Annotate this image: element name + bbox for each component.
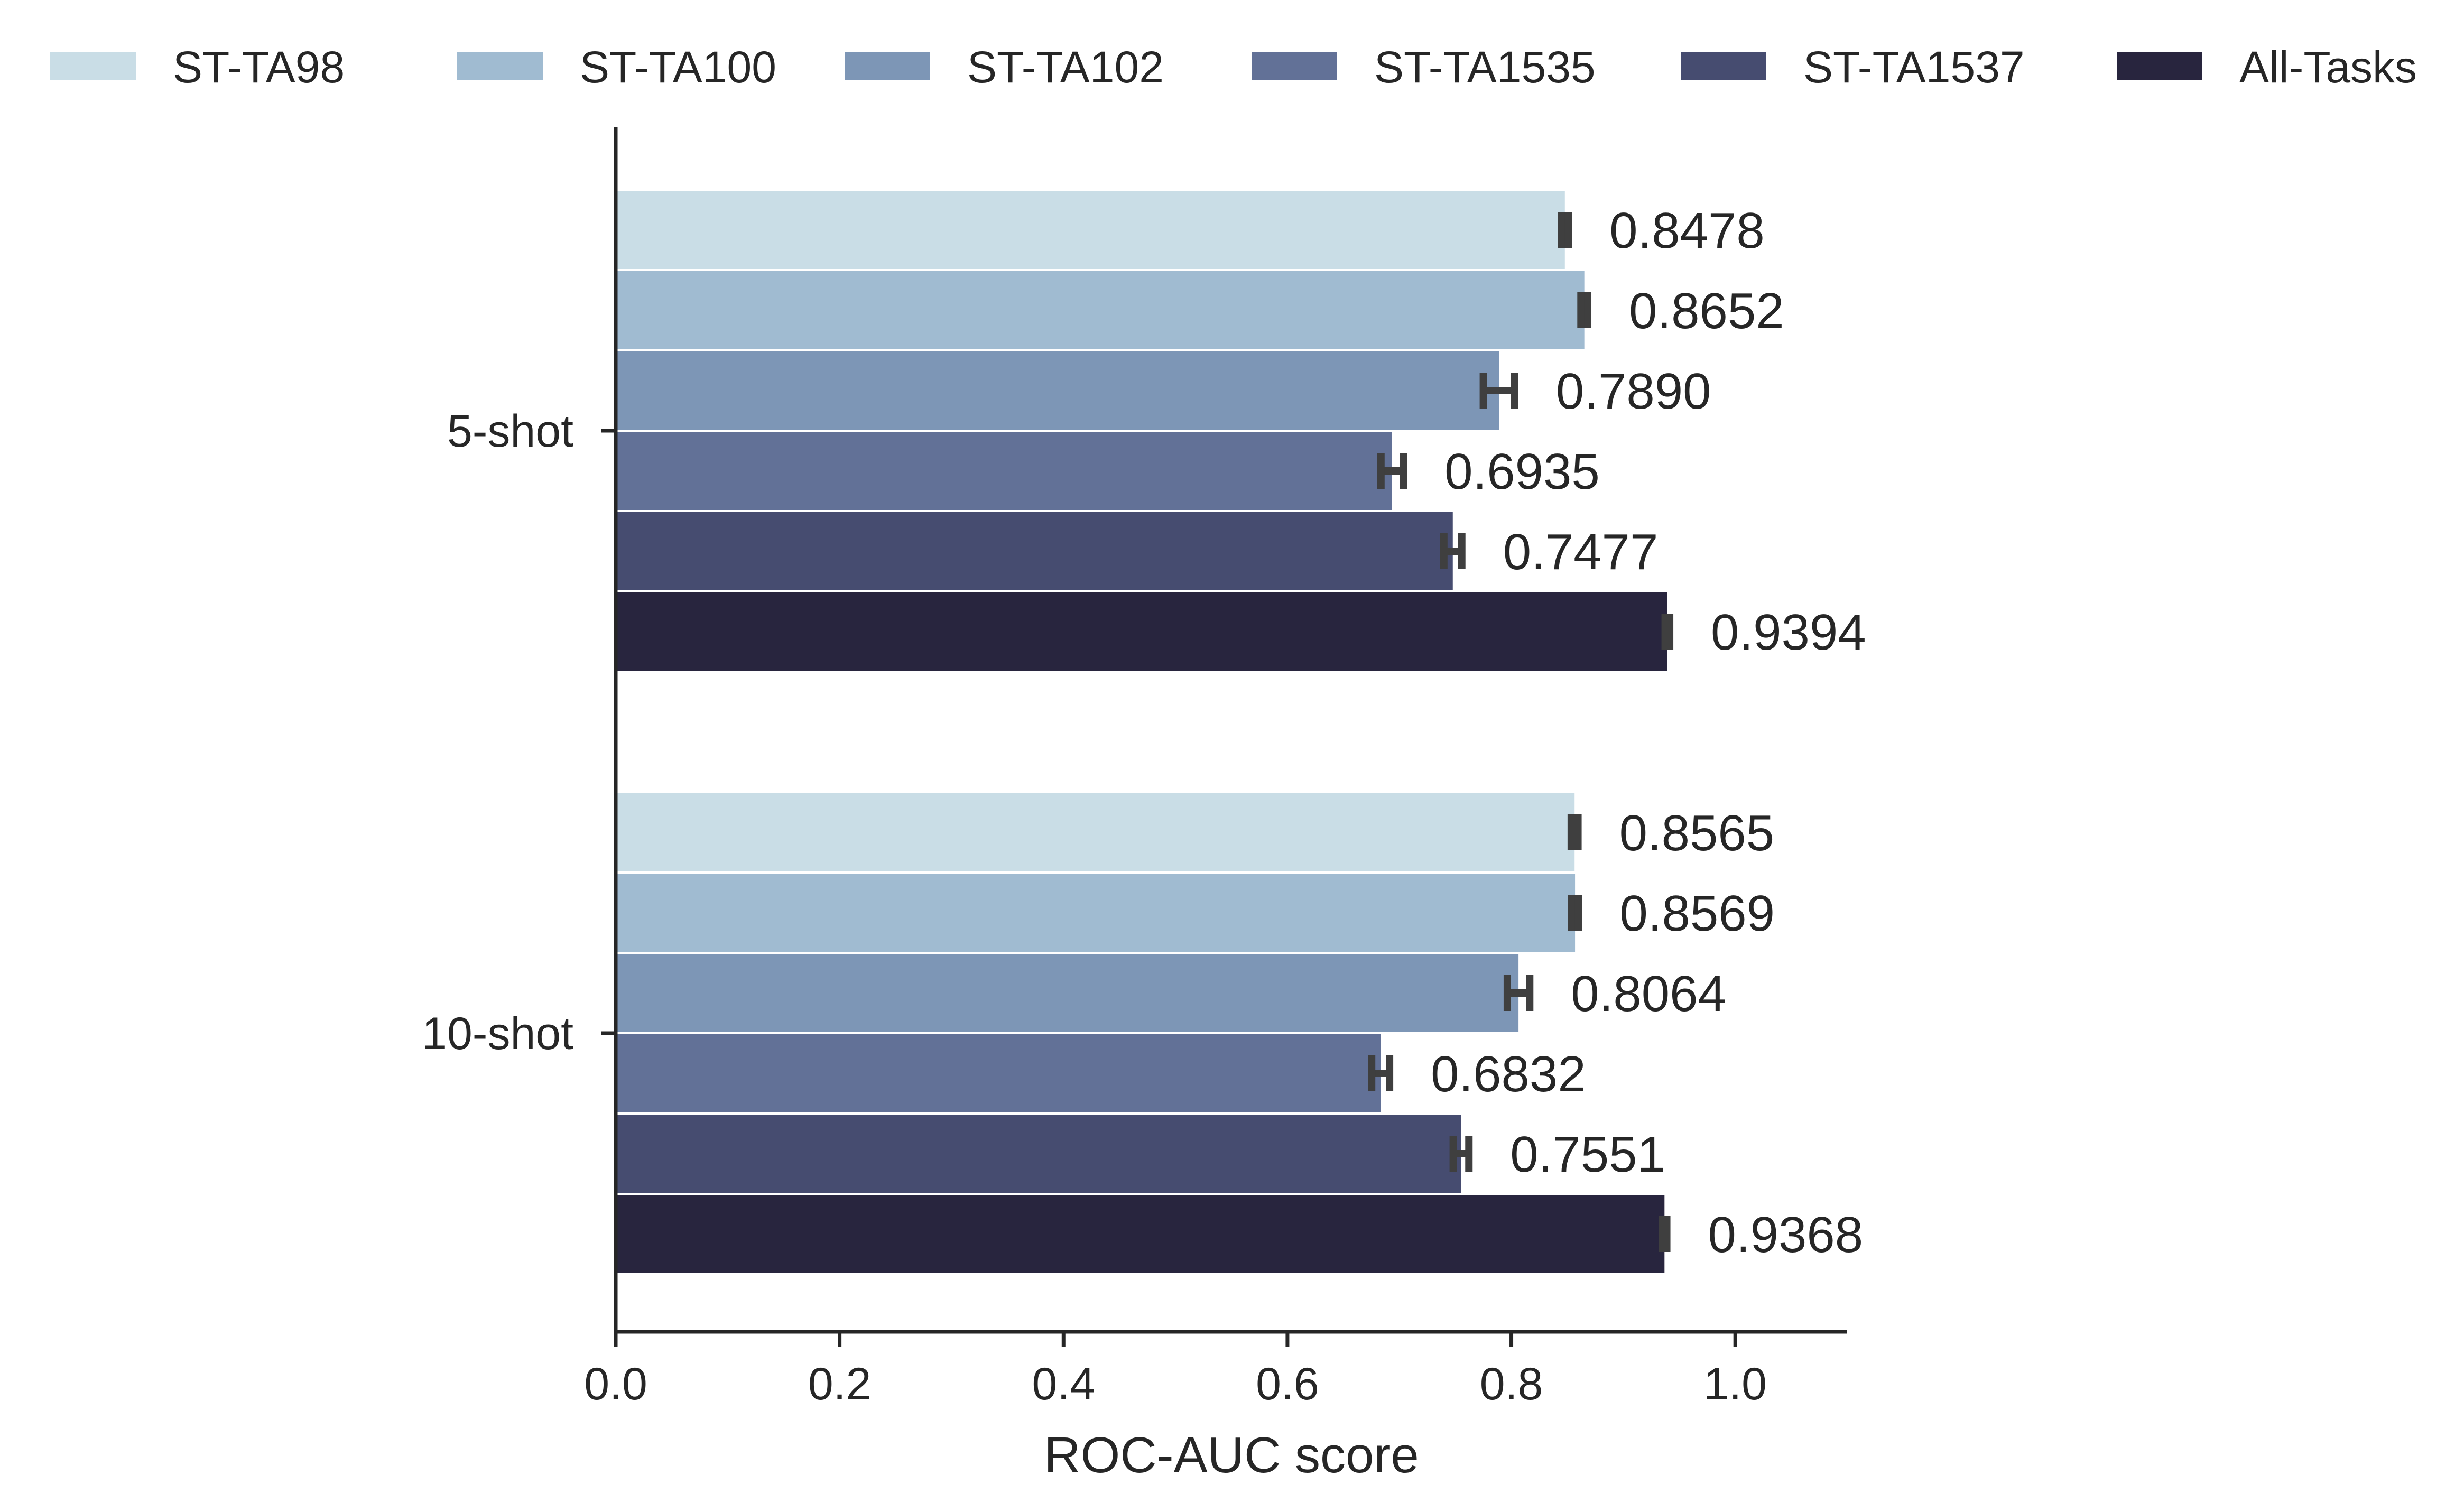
value-label-all-tasks-5-shot: 0.9394 xyxy=(1711,604,1866,661)
x-tick-label-5: 1.0 xyxy=(1703,1359,1767,1409)
legend-swatch-st-ta1535 xyxy=(1252,52,1337,80)
value-label-st-ta1535-10-shot: 0.6832 xyxy=(1431,1046,1586,1102)
y-tick-label-10-shot: 10-shot xyxy=(422,1008,573,1059)
bar-st-ta1535-10-shot xyxy=(616,1034,1381,1112)
legend-label-st-ta1535: ST-TA1535 xyxy=(1374,42,1596,92)
value-label-st-ta1537-10-shot: 0.7551 xyxy=(1510,1126,1665,1183)
x-tick-label-3: 0.6 xyxy=(1256,1359,1319,1409)
legend-swatch-all-tasks xyxy=(2117,52,2202,80)
bar-st-ta1537-5-shot xyxy=(616,512,1453,590)
value-labels-layer: 0.8478 0.8565 0.8652 0.8569 0.7890 0.8064 0.69… xyxy=(1431,202,1866,1263)
bar-st-ta102-10-shot xyxy=(616,954,1519,1032)
bar-st-ta98-5-shot xyxy=(616,191,1565,269)
x-tick-label-1: 0.2 xyxy=(808,1359,872,1409)
value-label-st-ta100-10-shot: 0.8569 xyxy=(1619,885,1775,942)
x-axis-title: ROC-AUC score xyxy=(1044,1427,1419,1483)
bar-st-ta102-5-shot xyxy=(616,351,1499,430)
legend-label-st-ta102: ST-TA102 xyxy=(967,42,1164,92)
value-label-st-ta98-5-shot: 0.8478 xyxy=(1609,202,1765,259)
legend-label-st-ta98: ST-TA98 xyxy=(173,42,345,92)
value-label-all-tasks-10-shot: 0.9368 xyxy=(1708,1207,1864,1263)
value-label-st-ta102-5-shot: 0.7890 xyxy=(1556,363,1711,420)
axes-layer: 0.0 0.2 0.4 0.6 0.8 1.0 5-shot 10-shot xyxy=(422,127,1847,1409)
bars-layer xyxy=(616,191,1667,1273)
x-tick-label-4: 0.8 xyxy=(1480,1359,1543,1409)
legend-swatch-st-ta1537 xyxy=(1681,52,1766,80)
value-label-st-ta1535-5-shot: 0.6935 xyxy=(1444,443,1600,500)
legend-swatch-st-ta100 xyxy=(457,52,543,80)
value-label-st-ta102-10-shot: 0.8064 xyxy=(1571,966,1726,1022)
bar-all-tasks-5-shot xyxy=(616,592,1667,671)
legend-label-all-tasks: All-Tasks xyxy=(2239,42,2417,92)
bar-st-ta100-5-shot xyxy=(616,271,1585,349)
y-tick-label-5-shot: 5-shot xyxy=(447,406,573,457)
value-label-st-ta1537-5-shot: 0.7477 xyxy=(1503,524,1659,580)
x-tick-label-2: 0.4 xyxy=(1032,1359,1095,1409)
legend-label-st-ta100: ST-TA100 xyxy=(580,42,776,92)
value-label-st-ta100-5-shot: 0.8652 xyxy=(1629,283,1784,339)
value-label-st-ta98-10-shot: 0.8565 xyxy=(1619,805,1775,861)
bar-st-ta1535-5-shot xyxy=(616,432,1392,510)
error-bars-layer xyxy=(1368,212,1674,1252)
legend: ST-TA98 ST-TA100 ST-TA102 ST-TA1535 ST-TA153… xyxy=(50,42,2417,92)
bar-st-ta98-10-shot xyxy=(616,793,1575,871)
legend-label-st-ta1537: ST-TA1537 xyxy=(1803,42,2025,92)
bar-all-tasks-10-shot xyxy=(616,1195,1665,1273)
legend-swatch-st-ta102 xyxy=(845,52,930,80)
x-tick-label-0: 0.0 xyxy=(584,1359,647,1409)
bar-st-ta1537-10-shot xyxy=(616,1115,1461,1193)
legend-swatch-st-ta98 xyxy=(50,52,136,80)
bar-st-ta100-10-shot xyxy=(616,874,1576,952)
